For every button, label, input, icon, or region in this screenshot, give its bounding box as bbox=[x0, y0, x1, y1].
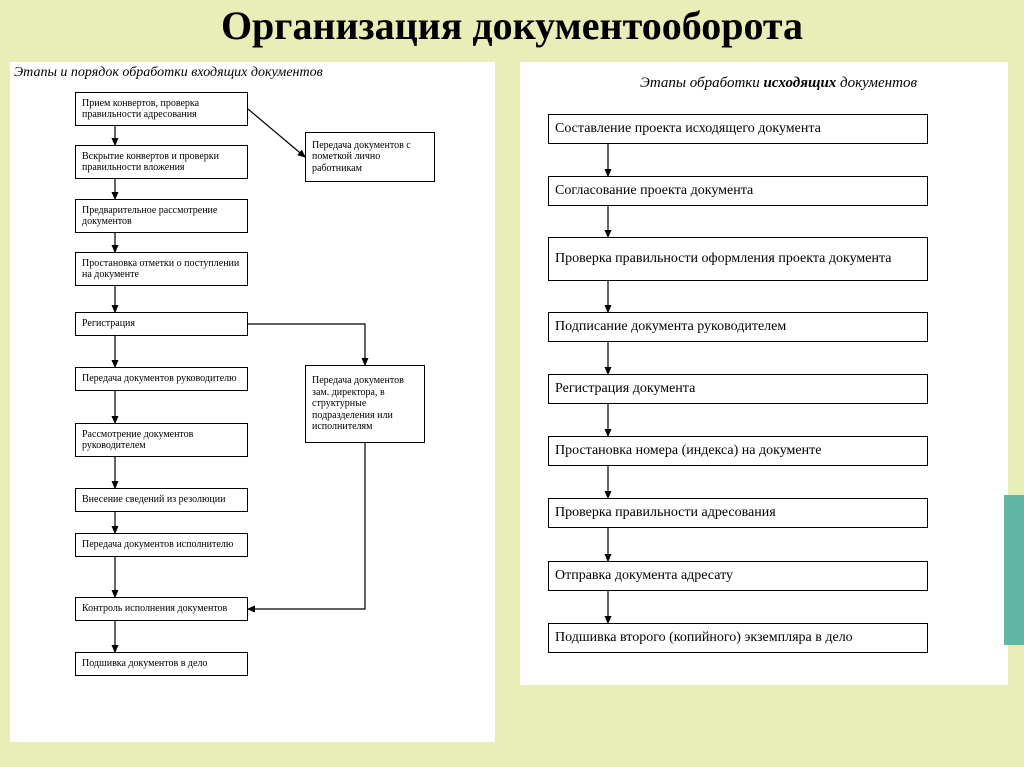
page-title: Организация документооборота bbox=[0, 2, 1024, 49]
flow-box-l10: Контроль исполнения документов bbox=[75, 597, 248, 621]
flow-box-l2: Вскрытие конвертов и проверки правильнос… bbox=[75, 145, 248, 179]
flow-box-r4: Подписание документа руководителем bbox=[548, 312, 928, 342]
flow-box-l7: Рассмотрение документов руководителем bbox=[75, 423, 248, 457]
flow-box-ls2: Передача документов зам. директора, в ст… bbox=[305, 365, 425, 443]
flow-box-l9: Передача документов исполнителю bbox=[75, 533, 248, 557]
flow-box-l1: Прием конвертов, проверка правильности а… bbox=[75, 92, 248, 126]
right-subtitle: Этапы обработки исходящих документов bbox=[640, 75, 917, 92]
flow-box-ls1: Передача документов с пометкой лично раб… bbox=[305, 132, 435, 182]
left-subtitle: Этапы и порядок обработки входящих докум… bbox=[14, 65, 323, 81]
flow-box-l4: Простановка отметки о поступлении на док… bbox=[75, 252, 248, 286]
flow-box-r1: Составление проекта исходящего документа bbox=[548, 114, 928, 144]
flow-box-r5: Регистрация документа bbox=[548, 374, 928, 404]
arrow bbox=[248, 443, 365, 609]
arrow bbox=[248, 109, 305, 157]
flow-box-r7: Проверка правильности адресования bbox=[548, 498, 928, 528]
arrow bbox=[248, 324, 365, 365]
flow-box-r9: Подшивка второго (копийного) экземпляра … bbox=[548, 623, 928, 653]
flow-box-l3: Предварительное рассмотрение документов bbox=[75, 199, 248, 233]
flow-box-r6: Простановка номера (индекса) на документ… bbox=[548, 436, 928, 466]
flow-box-l5: Регистрация bbox=[75, 312, 248, 336]
flow-box-r2: Согласование проекта документа bbox=[548, 176, 928, 206]
flow-box-r8: Отправка документа адресату bbox=[548, 561, 928, 591]
flow-box-l11: Подшивка документов в дело bbox=[75, 652, 248, 676]
flow-box-l8: Внесение сведений из резолюции bbox=[75, 488, 248, 512]
flow-box-l6: Передача документов руководителю bbox=[75, 367, 248, 391]
flow-box-r3: Проверка правильности оформления проекта… bbox=[548, 237, 928, 281]
right-subtitle-text: Этапы обработки исходящих документов bbox=[640, 75, 917, 91]
